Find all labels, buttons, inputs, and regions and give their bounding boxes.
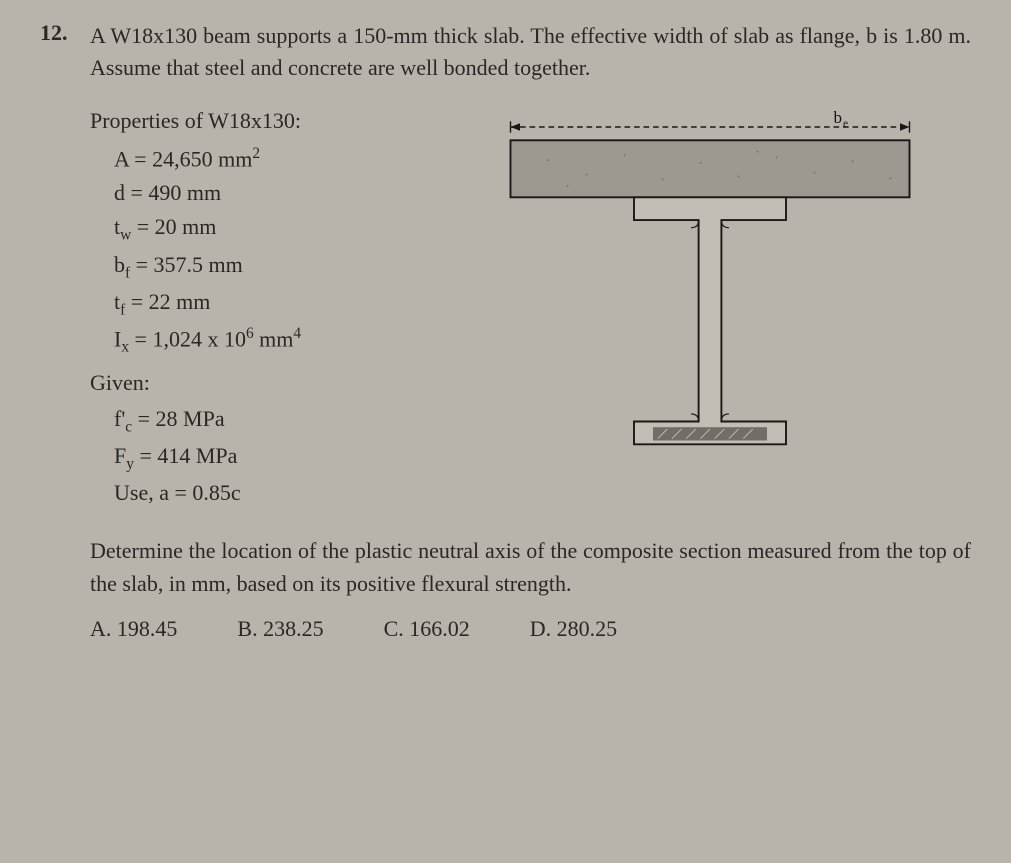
given-title: Given: <box>90 370 410 396</box>
prop-bf: bf = 357.5 mm <box>114 248 410 285</box>
given-Fy-post: = 414 MPa <box>134 443 237 468</box>
prop-d: d = 490 mm <box>114 176 410 210</box>
prop-tw: tw = 20 mm <box>114 210 410 247</box>
prop-tf: tf = 22 mm <box>114 285 410 322</box>
composite-beam-diagram: b e <box>430 108 971 488</box>
prop-tw-post: = 20 mm <box>131 214 216 239</box>
dimension-be: b e <box>511 108 910 133</box>
problem-statement: A W18x130 beam supports a 150-mm thick s… <box>90 20 971 84</box>
given-fc-post: = 28 MPa <box>132 406 224 431</box>
given-fc: f'c = 28 MPa <box>114 402 410 439</box>
problem-header: 12. A W18x130 beam supports a 150-mm thi… <box>40 20 971 84</box>
prop-A: A = 24,650 mm2 <box>114 142 410 176</box>
prop-tf-post: = 22 mm <box>125 289 210 314</box>
bottom-flange-fill <box>653 427 767 440</box>
prop-A-val: A = 24,650 mm <box>114 146 252 171</box>
question-text: Determine the location of the plastic ne… <box>90 534 971 600</box>
given-Fy-sub: y <box>126 455 134 472</box>
svg-text:b: b <box>834 108 843 127</box>
prop-Ix-mid: = 1,024 x 10 <box>129 326 246 351</box>
prop-tw-sub: w <box>120 227 131 244</box>
prop-Ix-exp: 6 <box>246 325 254 342</box>
given-Fy-pre: F <box>114 443 126 468</box>
prop-bf-post: = 357.5 mm <box>130 252 243 277</box>
slab-rect <box>511 140 910 197</box>
prop-Ix: Ix = 1,024 x 106 mm4 <box>114 322 410 360</box>
prop-A-exp: 2 <box>252 145 260 162</box>
prop-Ix-post: mm <box>254 326 294 351</box>
given-fc-pre: f' <box>114 406 125 431</box>
properties-title: Properties of W18x130: <box>90 108 410 134</box>
properties-column: Properties of W18x130: A = 24,650 mm2 d … <box>90 108 410 511</box>
prop-Ix-exp2: 4 <box>293 325 301 342</box>
given-use: Use, a = 0.85c <box>114 476 410 510</box>
prop-bf-pre: b <box>114 252 125 277</box>
choice-C[interactable]: C. 166.02 <box>384 616 470 642</box>
answer-choices: A. 198.45 B. 238.25 C. 166.02 D. 280.25 <box>90 616 971 642</box>
choice-A[interactable]: A. 198.45 <box>90 616 177 642</box>
steel-beam <box>634 197 786 444</box>
choice-B[interactable]: B. 238.25 <box>237 616 323 642</box>
svg-text:e: e <box>843 118 848 130</box>
problem-number: 12. <box>40 20 72 84</box>
content-row: Properties of W18x130: A = 24,650 mm2 d … <box>90 108 971 511</box>
diagram-column: b e <box>430 108 971 511</box>
given-Fy: Fy = 414 MPa <box>114 439 410 476</box>
prop-Ix-sub: x <box>121 339 129 356</box>
choice-D[interactable]: D. 280.25 <box>530 616 617 642</box>
